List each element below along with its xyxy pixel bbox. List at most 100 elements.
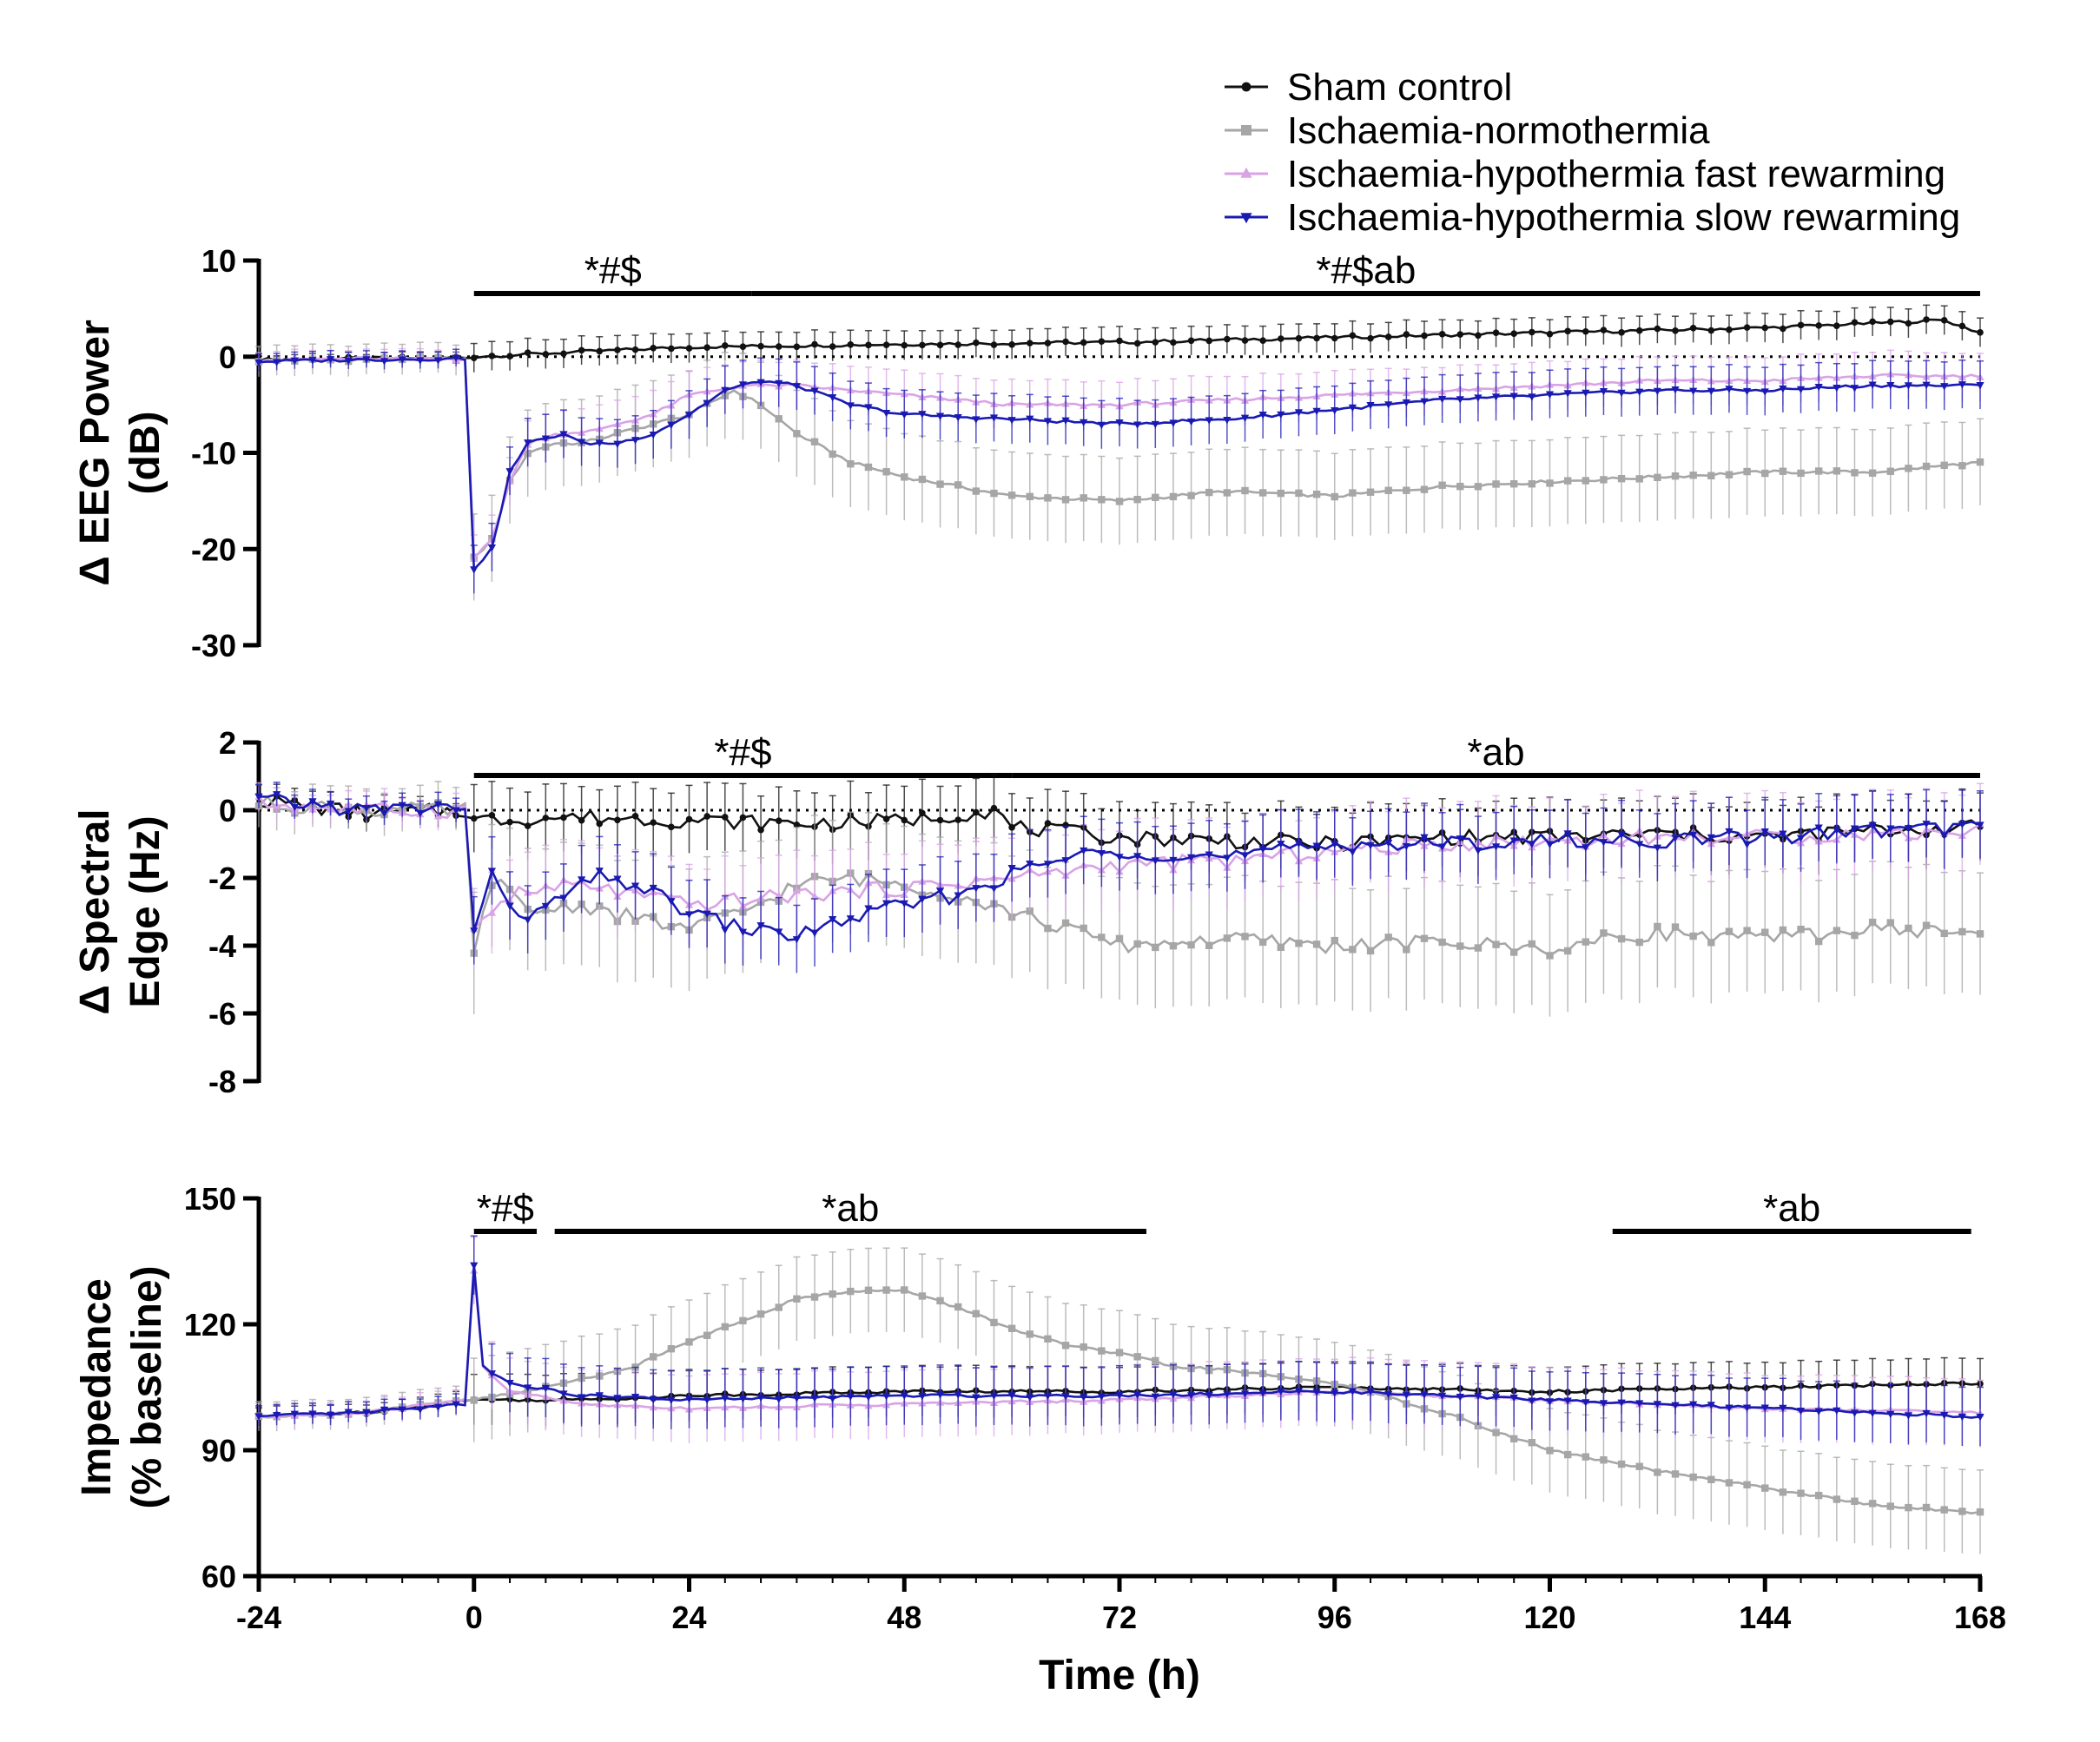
data-point — [1654, 1468, 1661, 1476]
data-point — [1277, 841, 1285, 848]
data-point — [362, 1409, 371, 1417]
data-point — [1061, 857, 1070, 865]
significance-label: *ab — [1468, 731, 1525, 774]
data-point — [1977, 329, 1984, 336]
data-point — [1689, 325, 1697, 332]
data-point — [793, 430, 801, 438]
data-point — [1294, 409, 1304, 417]
data-point — [290, 1410, 299, 1419]
data-point — [684, 911, 694, 919]
data-point — [1689, 932, 1697, 940]
data-point — [722, 342, 729, 349]
data-point — [416, 809, 425, 818]
data-point — [756, 1394, 765, 1402]
data-point — [1833, 322, 1840, 329]
data-point — [1026, 340, 1033, 346]
data-point — [1026, 1394, 1034, 1402]
data-point — [344, 1409, 353, 1416]
data-point — [1833, 385, 1841, 393]
data-point — [1366, 841, 1375, 850]
panel-spectral_edge: 2 0 -2 -4 -6 -8 Δ Spectral Edge (Hz) *#$ *ab — [72, 725, 1984, 1099]
legend-entry: Ischaemia-hypothermia fast rewarming — [1225, 153, 1945, 195]
data-point — [1940, 461, 1948, 469]
y-tick-label: -4 — [208, 928, 236, 964]
data-point — [1456, 396, 1464, 404]
data-point — [1940, 832, 1949, 840]
series-ischaemia-hypothermia-slow-rewarming — [254, 348, 1984, 594]
data-point — [1026, 861, 1034, 868]
data-point — [1456, 942, 1464, 950]
data-point — [1115, 419, 1124, 427]
data-point — [1815, 322, 1822, 329]
data-point — [864, 905, 873, 913]
data-point — [1958, 1413, 1966, 1422]
data-point — [1600, 476, 1608, 484]
data-point — [1510, 1435, 1518, 1443]
data-point — [1599, 839, 1608, 847]
data-point — [1976, 458, 1984, 466]
data-point — [1742, 841, 1752, 849]
data-point — [901, 816, 908, 824]
chart-panels: 10 0 -10 -20 -30 Δ EEG Power (dB) *#$ *#$ab 2 0 -2 -… — [72, 243, 1984, 1594]
data-point — [1635, 841, 1644, 848]
data-point — [1617, 1460, 1626, 1468]
data-point — [882, 409, 891, 418]
y-axis-title-line: Edge (Hz) — [122, 815, 168, 1007]
data-point — [1545, 841, 1555, 849]
data-point — [1833, 927, 1841, 934]
data-point — [1170, 339, 1177, 346]
data-point — [1958, 322, 1966, 330]
data-point — [416, 1406, 425, 1414]
data-point — [1850, 825, 1859, 833]
data-point — [1044, 494, 1052, 502]
data-point — [1707, 327, 1715, 334]
data-point — [882, 341, 890, 348]
data-point — [470, 927, 479, 935]
data-point — [1474, 944, 1483, 952]
data-point — [1563, 390, 1572, 398]
data-point — [1294, 840, 1304, 848]
data-point — [614, 816, 621, 824]
data-point — [1725, 1479, 1733, 1487]
data-point — [1922, 921, 1931, 929]
data-point — [954, 816, 961, 823]
data-point — [596, 820, 604, 828]
data-point — [1976, 1508, 1984, 1516]
data-point — [488, 812, 496, 819]
data-point — [1814, 383, 1823, 392]
data-point — [1940, 929, 1948, 938]
data-point — [1061, 496, 1070, 504]
data-point — [810, 929, 819, 938]
data-point — [936, 816, 944, 824]
data-point — [667, 1396, 676, 1404]
data-point — [935, 887, 945, 895]
data-point — [559, 431, 568, 439]
legend-marker — [1241, 125, 1251, 135]
data-point — [649, 1396, 657, 1404]
data-point — [1026, 415, 1034, 424]
y-tick-label: -30 — [191, 628, 236, 663]
data-point — [864, 1394, 873, 1402]
data-point — [1904, 382, 1913, 390]
data-point — [578, 439, 586, 446]
data-point — [810, 892, 819, 900]
data-point — [847, 1287, 855, 1296]
data-point — [1510, 948, 1518, 956]
data-point — [1796, 1407, 1806, 1415]
data-point — [1940, 1411, 1949, 1420]
data-point — [703, 399, 711, 408]
data-point — [1152, 339, 1159, 346]
data-point — [829, 1290, 836, 1298]
data-point — [578, 876, 586, 884]
data-point — [1617, 831, 1626, 839]
data-point — [1760, 388, 1769, 396]
y-axis-title-line: Δ EEG Power — [72, 320, 118, 586]
data-point — [1940, 317, 1948, 324]
data-point — [1026, 907, 1033, 915]
y-axis-title-line: (% baseline) — [124, 1265, 170, 1508]
data-point — [1814, 1491, 1823, 1500]
data-point — [703, 344, 710, 351]
data-point — [757, 826, 764, 834]
y-axis-title: Δ EEG Power (dB) — [72, 320, 168, 586]
data-point — [1331, 334, 1338, 342]
